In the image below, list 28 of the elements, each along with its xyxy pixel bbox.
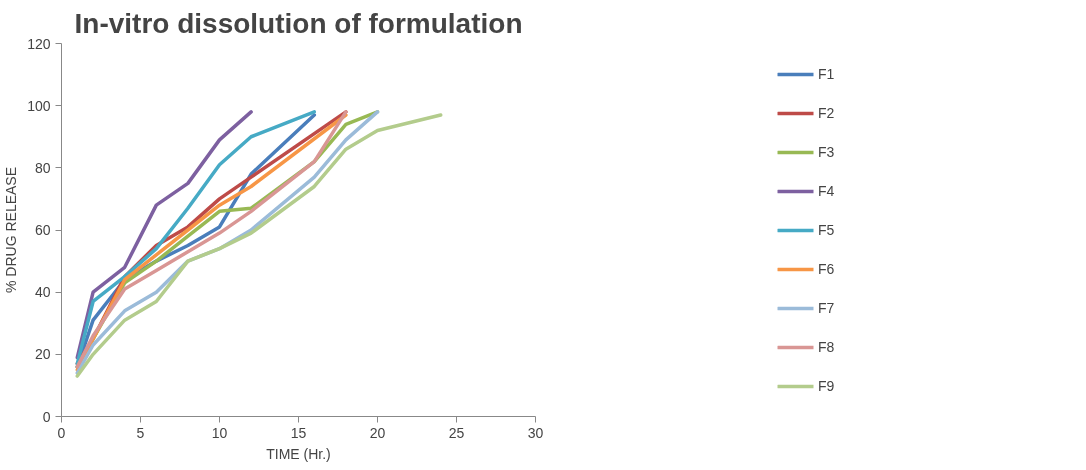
legend-label: F5 <box>818 221 836 238</box>
legend-label: F6 <box>818 260 836 277</box>
x-tick-label: 30 <box>527 424 544 441</box>
y-tick-label: 40 <box>34 284 51 301</box>
x-tick-label: 10 <box>211 424 228 441</box>
legend-label: F7 <box>818 299 836 316</box>
y-tick-label: 120 <box>27 35 51 52</box>
x-tick-label: 25 <box>448 424 465 441</box>
line-series <box>75 110 253 360</box>
y-tick-label: 60 <box>34 222 51 238</box>
legend-label: F3 <box>818 143 836 160</box>
y-tick-label: 0 <box>42 408 51 425</box>
x-tick-label: 20 <box>369 424 386 441</box>
x-tick-label: 5 <box>136 424 145 441</box>
legend-label: F4 <box>818 182 836 199</box>
y-tick-label: 20 <box>34 346 51 363</box>
x-axis-title: TIME (Hr.) <box>266 445 331 462</box>
legend-label: F1 <box>818 65 836 82</box>
chart-title: In-vitro dissolution of formulation <box>74 7 523 39</box>
legend-label: F9 <box>818 377 836 394</box>
y-axis-title: % DRUG RELEASE <box>3 166 20 294</box>
y-tick-label: 100 <box>27 97 51 114</box>
legend-label: F2 <box>818 104 836 121</box>
x-tick-label: 0 <box>57 424 66 441</box>
legend-label: F8 <box>818 338 836 355</box>
line-series <box>75 113 443 378</box>
x-tick-label: 15 <box>290 424 307 441</box>
y-tick-label: 80 <box>34 159 51 176</box>
